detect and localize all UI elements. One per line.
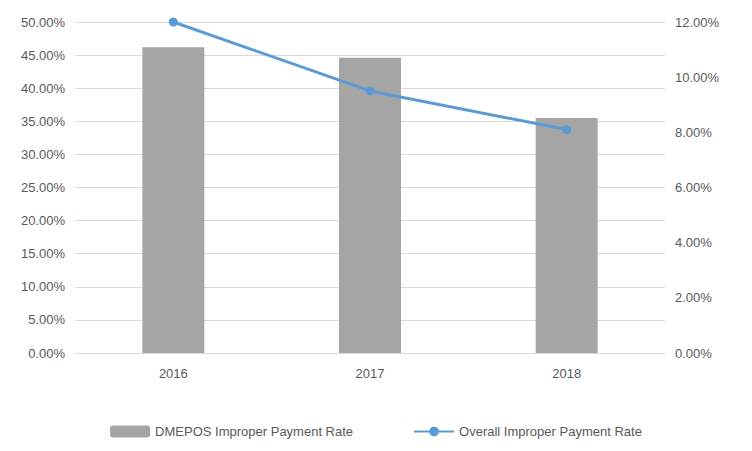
svg-text:12.00%: 12.00% bbox=[675, 15, 720, 30]
svg-text:20.00%: 20.00% bbox=[21, 213, 66, 228]
svg-text:5.00%: 5.00% bbox=[28, 312, 65, 327]
svg-text:2.00%: 2.00% bbox=[675, 290, 712, 305]
svg-text:45.00%: 45.00% bbox=[21, 48, 66, 63]
svg-text:4.00%: 4.00% bbox=[675, 235, 712, 250]
svg-text:2017: 2017 bbox=[356, 366, 385, 381]
svg-text:15.00%: 15.00% bbox=[21, 246, 66, 261]
svg-text:2016: 2016 bbox=[159, 366, 188, 381]
svg-text:35.00%: 35.00% bbox=[21, 114, 66, 129]
svg-text:DMEPOS Improper Payment Rate: DMEPOS Improper Payment Rate bbox=[155, 424, 353, 439]
svg-text:50.00%: 50.00% bbox=[21, 15, 66, 30]
svg-text:30.00%: 30.00% bbox=[21, 147, 66, 162]
svg-text:40.00%: 40.00% bbox=[21, 81, 66, 96]
svg-text:0.00%: 0.00% bbox=[675, 346, 712, 361]
svg-text:6.00%: 6.00% bbox=[675, 180, 712, 195]
svg-text:Overall Improper Payment Rate: Overall Improper Payment Rate bbox=[459, 424, 642, 439]
svg-text:2018: 2018 bbox=[552, 366, 581, 381]
svg-text:25.00%: 25.00% bbox=[21, 180, 66, 195]
svg-text:0.00%: 0.00% bbox=[28, 346, 65, 361]
svg-text:10.00%: 10.00% bbox=[675, 70, 720, 85]
svg-text:10.00%: 10.00% bbox=[21, 279, 66, 294]
svg-text:8.00%: 8.00% bbox=[675, 125, 712, 140]
